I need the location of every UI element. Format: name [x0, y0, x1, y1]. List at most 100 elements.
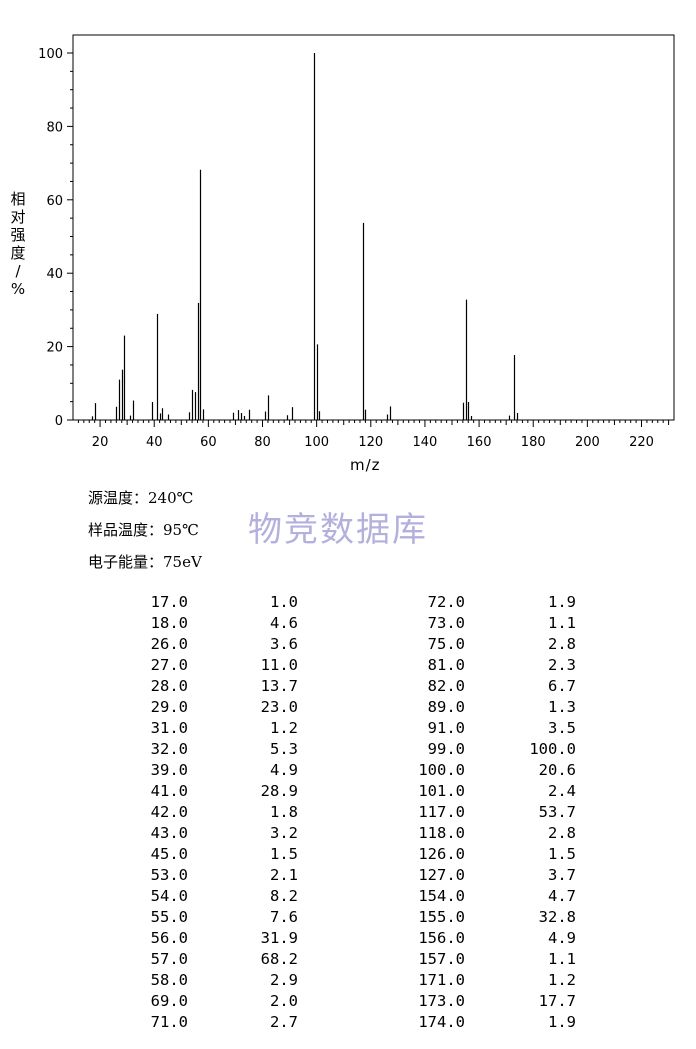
- mz-value: 57.0: [150, 950, 188, 968]
- mz-value: 42.0: [150, 803, 188, 821]
- intensity-value: 2.3: [548, 656, 576, 674]
- mz-value: 91.0: [427, 719, 465, 737]
- electron-energy: 电子能量：75eV: [88, 553, 202, 571]
- intensity-value: 100.0: [529, 740, 576, 758]
- mz-value: 127.0: [418, 866, 465, 884]
- mz-value: 100.0: [418, 761, 465, 779]
- intensity-value: 1.3: [548, 698, 576, 716]
- mz-value: 117.0: [418, 803, 465, 821]
- mz-value: 53.0: [150, 866, 188, 884]
- intensity-value: 2.1: [270, 866, 298, 884]
- intensity-value: 1.1: [548, 614, 576, 632]
- intensity-value: 4.9: [270, 761, 298, 779]
- mz-value: 154.0: [418, 887, 465, 905]
- mz-value: 18.0: [150, 614, 188, 632]
- y-tick-label: 20: [46, 341, 63, 356]
- y-tick-label: 80: [46, 120, 63, 135]
- x-tick-label: 220: [629, 435, 654, 450]
- y-axis: 0 20 40 60 80 100: [38, 47, 73, 429]
- mz-value: 82.0: [427, 677, 465, 695]
- mz-value: 17.0: [150, 593, 188, 611]
- x-tick-label: 180: [521, 435, 546, 450]
- intensity-value: 17.7: [538, 992, 576, 1010]
- mz-value: 118.0: [418, 824, 465, 842]
- y-axis-label: 相对强度 /%: [8, 190, 28, 298]
- mz-value: 157.0: [418, 950, 465, 968]
- mz-value: 72.0: [427, 593, 465, 611]
- intensity-value: 2.4: [548, 782, 576, 800]
- intensity-value: 2.8: [548, 635, 576, 653]
- intensity-value: 6.7: [548, 677, 576, 695]
- source-temperature: 源温度：240℃: [88, 489, 194, 507]
- intensity-value: 3.5: [548, 719, 576, 737]
- y-tick-label: 100: [38, 47, 63, 62]
- intensity-value: 4.9: [548, 929, 576, 947]
- intensity-value: 1.8: [270, 803, 298, 821]
- y-axis-label-char: %: [10, 280, 26, 298]
- x-tick-label: 80: [254, 435, 271, 450]
- x-tick-label: 20: [92, 435, 109, 450]
- intensity-value: 1.5: [270, 845, 298, 863]
- y-tick-label: 60: [46, 194, 63, 209]
- mz-value: 26.0: [150, 635, 188, 653]
- intensity-value: 20.6: [538, 761, 576, 779]
- mz-value: 41.0: [150, 782, 188, 800]
- sample-temperature: 样品温度：95℃: [88, 521, 199, 539]
- mz-value: 31.0: [150, 719, 188, 737]
- plot-frame: [72, 34, 675, 421]
- intensity-value: 1.0: [270, 593, 298, 611]
- x-tick-label: 60: [200, 435, 217, 450]
- mz-value: 43.0: [150, 824, 188, 842]
- mz-value: 32.0: [150, 740, 188, 758]
- y-tick-label: 0: [55, 414, 63, 429]
- intensity-value: 3.6: [270, 635, 298, 653]
- x-tick-label: 100: [304, 435, 329, 450]
- intensity-value: 23.0: [260, 698, 298, 716]
- intensity-value: 28.9: [260, 782, 298, 800]
- mz-value: 55.0: [150, 908, 188, 926]
- x-axis-label: m/z: [350, 456, 381, 474]
- mz-value: 155.0: [418, 908, 465, 926]
- mz-value: 174.0: [418, 1013, 465, 1031]
- y-axis-label-char: 强: [10, 226, 26, 244]
- x-tick-label: 140: [413, 435, 438, 450]
- mz-value: 81.0: [427, 656, 465, 674]
- mz-value: 58.0: [150, 971, 188, 989]
- intensity-value: 2.9: [270, 971, 298, 989]
- mz-value: 29.0: [150, 698, 188, 716]
- mz-value: 173.0: [418, 992, 465, 1010]
- mz-value: 69.0: [150, 992, 188, 1010]
- intensity-value: 13.7: [260, 677, 298, 695]
- mz-value: 75.0: [427, 635, 465, 653]
- mz-value: 28.0: [150, 677, 188, 695]
- mz-value: 27.0: [150, 656, 188, 674]
- intensity-value: 4.7: [548, 887, 576, 905]
- intensity-value: 8.2: [270, 887, 298, 905]
- y-axis-label-char: /: [15, 262, 21, 280]
- intensity-value: 2.8: [548, 824, 576, 842]
- intensity-value: 4.6: [270, 614, 298, 632]
- intensity-value: 1.9: [548, 1013, 576, 1031]
- x-tick-label: 120: [358, 435, 383, 450]
- mz-value: 54.0: [150, 887, 188, 905]
- y-axis-label-char: 度: [10, 244, 26, 262]
- intensity-value: 1.1: [548, 950, 576, 968]
- x-tick-label: 200: [575, 435, 600, 450]
- x-tick-label: 160: [467, 435, 492, 450]
- peak-bars: [91, 53, 519, 420]
- mz-value: 99.0: [427, 740, 465, 758]
- mz-value: 126.0: [418, 845, 465, 863]
- intensity-value: 32.8: [538, 908, 576, 926]
- mz-value: 89.0: [427, 698, 465, 716]
- intensity-value: 3.7: [548, 866, 576, 884]
- mz-value: 73.0: [427, 614, 465, 632]
- y-axis-label-char: 对: [10, 208, 26, 226]
- x-tick-label: 40: [146, 435, 163, 450]
- intensity-value: 1.5: [548, 845, 576, 863]
- intensity-value: 7.6: [270, 908, 298, 926]
- intensity-value: 1.9: [548, 593, 576, 611]
- mz-value: 39.0: [150, 761, 188, 779]
- intensity-value: 11.0: [260, 656, 298, 674]
- intensity-value: 68.2: [260, 950, 298, 968]
